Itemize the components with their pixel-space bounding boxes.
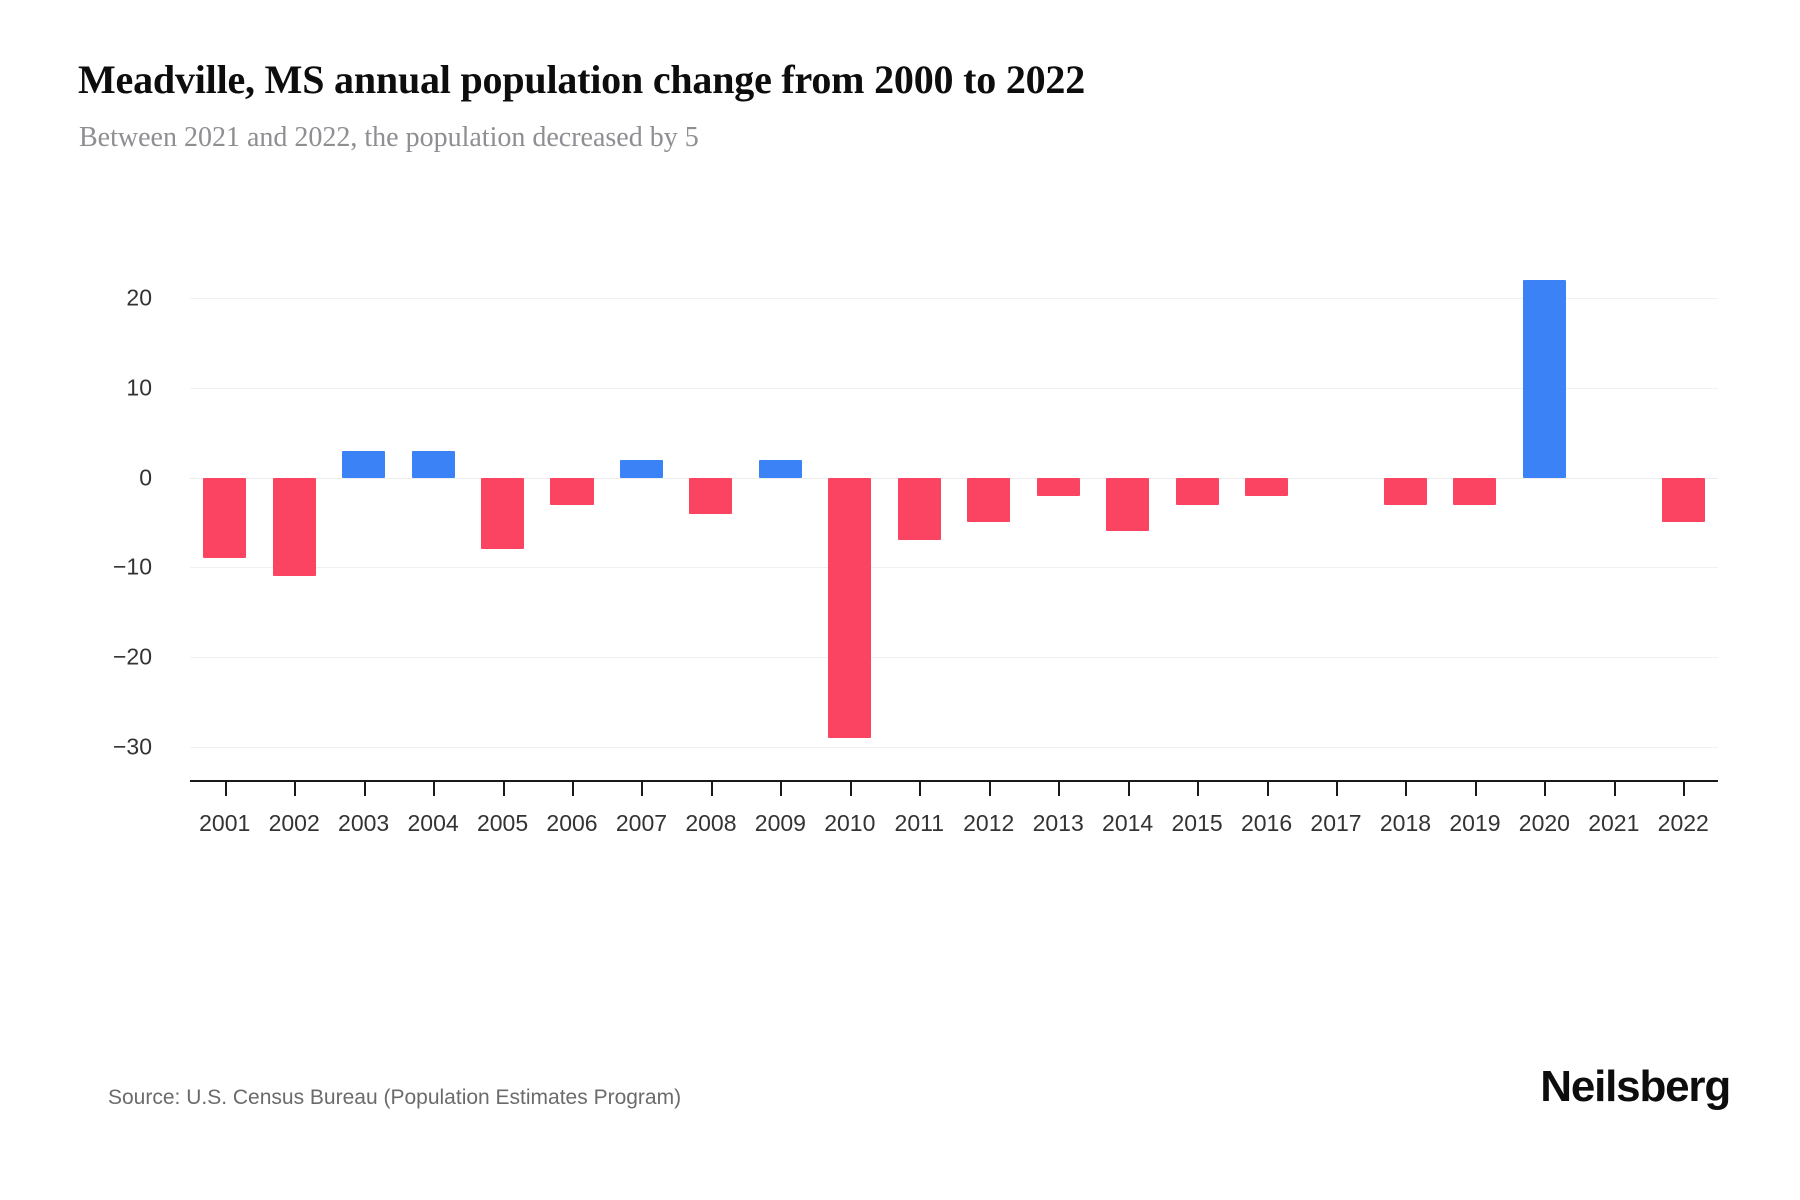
x-axis-tick [1336, 780, 1338, 796]
bar-2009[interactable] [758, 459, 802, 478]
y-axis-tick-label: −30 [112, 733, 152, 760]
x-axis-tick [988, 780, 991, 796]
gridline [190, 567, 1718, 569]
x-axis-tick [1197, 780, 1200, 796]
bar-2016[interactable] [1245, 477, 1289, 496]
y-axis-labels: 20 10 0 −10 −20 −30 [0, 262, 170, 774]
y-axis-tick-label: 0 [139, 464, 152, 491]
y-axis-tick-label: 20 [126, 284, 152, 311]
bar-2019[interactable] [1453, 477, 1497, 505]
x-axis-label-2021: 2021 [1588, 810, 1640, 836]
bar-2003[interactable] [342, 450, 386, 478]
x-axis-label-2010: 2010 [824, 810, 876, 836]
x-axis-tick [641, 780, 644, 796]
x-axis-label-2019: 2019 [1449, 810, 1501, 836]
bar-2015[interactable] [1175, 477, 1219, 505]
source-note: Source: U.S. Census Bureau (Population E… [108, 1086, 682, 1109]
y-axis-tick-label: −10 [112, 553, 152, 580]
bar-2013[interactable] [1036, 477, 1080, 496]
x-axis-label-2014: 2014 [1102, 810, 1154, 836]
gridline [190, 657, 1718, 659]
x-axis-tick [1544, 780, 1547, 796]
bar-2011[interactable] [897, 477, 941, 541]
bar-2010[interactable] [828, 477, 872, 739]
x-axis-tick [1266, 780, 1269, 796]
bar-2008[interactable] [689, 477, 733, 514]
x-axis-label-2009: 2009 [754, 810, 806, 836]
bar-2006[interactable] [550, 477, 594, 505]
x-axis-label-2013: 2013 [1032, 810, 1084, 836]
x-axis-tick [433, 780, 436, 796]
x-axis-label-2005: 2005 [476, 810, 529, 836]
x-axis-tick [710, 780, 713, 796]
bar-2012[interactable] [967, 477, 1011, 523]
gridline [190, 387, 1718, 389]
x-axis-label-2015: 2015 [1171, 810, 1223, 836]
page-title: Meadville, MS annual population change f… [78, 57, 1086, 102]
x-axis-label-2020: 2020 [1518, 810, 1570, 836]
bar-2018[interactable] [1383, 477, 1427, 505]
x-axis-label-2016: 2016 [1240, 810, 1293, 836]
x-axis-label-2004: 2004 [407, 810, 459, 836]
x-axis-label-2017: 2017 [1310, 810, 1362, 836]
zero-gridline [190, 477, 1718, 479]
x-axis-label-2018: 2018 [1379, 810, 1432, 836]
plot-area [190, 262, 1718, 774]
y-axis-tick-label: −20 [112, 643, 152, 670]
x-axis-tick [1058, 780, 1061, 796]
x-axis-label-2006: 2006 [546, 810, 598, 836]
x-axis-tick [502, 780, 505, 796]
x-axis-tick [572, 780, 574, 796]
x-axis-tick [1405, 780, 1408, 796]
x-axis-tick [849, 780, 852, 796]
x-axis-tick [1127, 780, 1130, 796]
x-axis-label-2001: 2001 [199, 810, 251, 836]
x-axis-label-2007: 2007 [615, 810, 668, 836]
x-axis-label-2008: 2008 [685, 810, 737, 836]
x-axis-tick [780, 780, 783, 796]
gridline [190, 297, 1718, 299]
x-axis-label-2022: 2022 [1657, 810, 1709, 836]
brand-logo: Neilsberg [1540, 1062, 1731, 1111]
y-axis-tick-label: 10 [126, 374, 152, 401]
x-axis-label-2012: 2012 [963, 810, 1015, 836]
bar-2014[interactable] [1106, 477, 1150, 532]
x-axis-tick [294, 780, 297, 796]
page-subtitle: Between 2021 and 2022, the population de… [79, 122, 699, 153]
x-axis-label-2011: 2011 [894, 810, 944, 836]
bar-2007[interactable] [619, 459, 663, 478]
bar-2004[interactable] [411, 450, 455, 478]
bar-2022[interactable] [1661, 477, 1705, 523]
bar-2020[interactable] [1522, 279, 1566, 478]
x-axis-label-2003: 2003 [338, 810, 390, 836]
bar-2001[interactable] [203, 477, 247, 559]
x-axis-tick [1613, 780, 1616, 796]
x-axis-tick [224, 780, 227, 796]
x-axis-tick [1474, 780, 1477, 796]
gridline [190, 747, 1718, 749]
bar-2002[interactable] [272, 477, 316, 577]
x-axis-line [190, 780, 1718, 782]
x-axis-tick [363, 780, 366, 796]
x-axis-tick [919, 780, 922, 796]
x-axis-tick [1683, 780, 1686, 796]
bar-2005[interactable] [481, 477, 525, 550]
x-axis-label-2002: 2002 [268, 810, 320, 836]
